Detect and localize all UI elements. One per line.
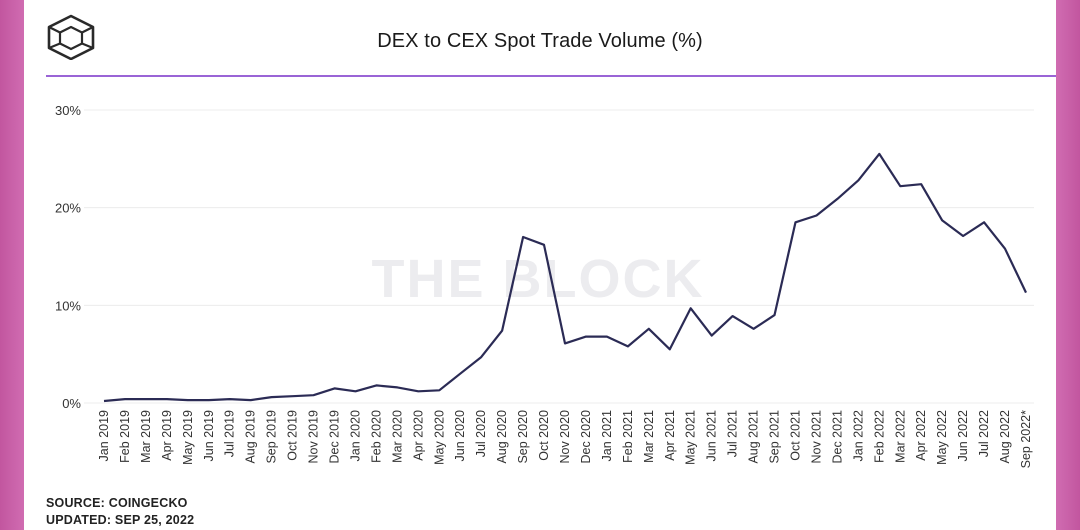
gridlines: [84, 109, 1034, 404]
x-tick-label: Aug 2020: [495, 410, 509, 464]
x-tick-label: Apr 2019: [160, 410, 174, 461]
x-tick-label: Jul 2020: [474, 410, 488, 457]
x-tick-label: May 2022: [935, 410, 949, 465]
x-tick-label: Aug 2021: [747, 410, 761, 464]
x-tick-label: Nov 2020: [558, 410, 572, 464]
the-block-cube-icon: [47, 14, 95, 60]
y-tick-label: 10%: [55, 298, 81, 313]
x-tick-label: Jun 2020: [453, 410, 467, 461]
x-tick-label: Apr 2020: [411, 410, 425, 461]
y-tick-label: 0%: [62, 396, 81, 411]
x-tick-label: Jun 2019: [202, 410, 216, 461]
x-tick-label: Nov 2019: [307, 410, 321, 464]
x-tick-label: Nov 2021: [809, 410, 823, 464]
x-tick-label: Mar 2020: [390, 410, 404, 463]
x-tick-label: Feb 2022: [872, 410, 886, 463]
chart-card: DEX to CEX Spot Trade Volume (%) THE BLO…: [24, 0, 1056, 530]
x-tick-label: Oct 2021: [789, 410, 803, 461]
x-tick-label: Jun 2022: [956, 410, 970, 461]
x-tick-label: Jun 2021: [705, 410, 719, 461]
y-tick-label: 30%: [55, 103, 81, 118]
x-tick-label: Dec 2019: [328, 410, 342, 464]
x-tick-label: Feb 2021: [621, 410, 635, 463]
x-tick-label: May 2020: [432, 410, 446, 465]
y-tick-label: 20%: [55, 201, 81, 216]
x-tick-label: Dec 2020: [579, 410, 593, 464]
x-tick-label: Oct 2020: [537, 410, 551, 461]
x-tick-label: Sep 2022*: [1019, 410, 1033, 469]
x-tick-label: Sep 2019: [265, 410, 279, 464]
x-tick-label: Jan 2020: [348, 410, 362, 461]
x-tick-label: Feb 2019: [118, 410, 132, 463]
y-axis-ticks: 0% 10% 20% 30%: [55, 103, 81, 411]
x-tick-label: Feb 2020: [369, 410, 383, 463]
x-tick-label: Jul 2019: [223, 410, 237, 457]
x-tick-label: Apr 2022: [914, 410, 928, 461]
series-line: [103, 152, 1027, 403]
x-tick-label: Jan 2019: [97, 410, 111, 461]
x-axis-ticks: Jan 2019 Feb 2019 Mar 2019 Apr 2019 May 2019…: [97, 410, 1033, 469]
x-tick-label: Sep 2020: [516, 410, 530, 464]
x-tick-label: Apr 2021: [663, 410, 677, 461]
x-tick-label: Mar 2022: [893, 410, 907, 463]
updated-note: UPDATED: SEP 25, 2022: [46, 513, 195, 527]
x-tick-label: Jul 2022: [977, 410, 991, 457]
x-tick-label: May 2019: [181, 410, 195, 465]
chart-title: DEX to CEX Spot Trade Volume (%): [377, 30, 703, 52]
x-tick-label: May 2021: [684, 410, 698, 465]
x-tick-label: Mar 2019: [139, 410, 153, 463]
title-divider: [46, 75, 1056, 77]
x-tick-label: Oct 2019: [286, 410, 300, 461]
x-tick-label: Jan 2022: [851, 410, 865, 461]
x-tick-label: Jul 2021: [726, 410, 740, 457]
x-tick-label: Jan 2021: [600, 410, 614, 461]
source-note: SOURCE: COINGECKO: [46, 496, 188, 510]
x-tick-label: Sep 2021: [768, 410, 782, 464]
x-tick-label: Aug 2019: [244, 410, 258, 464]
x-tick-label: Dec 2021: [830, 410, 844, 464]
x-tick-label: Aug 2022: [998, 410, 1012, 464]
line-chart: THE BLOCK 0% 10% 20% 30% Jan 2019 Feb 2019 Ma…: [55, 103, 1034, 469]
watermark: THE BLOCK: [372, 249, 705, 309]
x-tick-label: Mar 2021: [642, 410, 656, 463]
